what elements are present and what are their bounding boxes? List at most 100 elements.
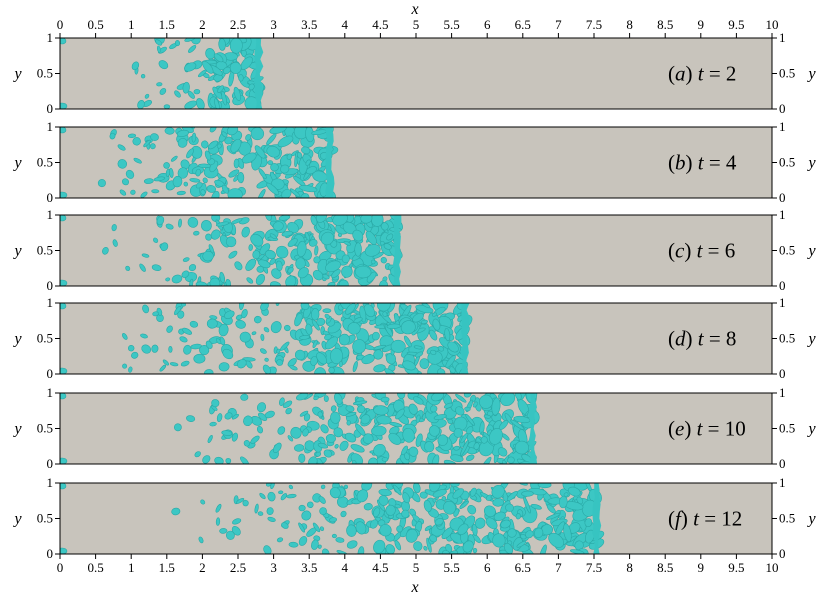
isosurface-blob	[140, 191, 148, 198]
y-tick-label-left: 1	[47, 30, 54, 45]
y-tick-label-right: 1	[779, 30, 786, 45]
isosurface-blob	[267, 491, 276, 502]
isosurface-blob	[132, 137, 141, 146]
isosurface-blob	[369, 519, 379, 529]
isosurface-blob	[143, 178, 154, 184]
isosurface-blob	[298, 453, 306, 463]
panel-f-isosurfaces	[60, 483, 605, 554]
isosurface-blob	[298, 522, 306, 533]
isosurface-blob	[215, 517, 221, 526]
isosurface-blob	[584, 518, 593, 527]
isosurface-blob	[169, 362, 179, 367]
isosurface-blob	[428, 425, 440, 437]
x-tick-label-bottom: 6.5	[515, 560, 531, 575]
isosurface-blob	[276, 537, 284, 543]
isosurface-blob	[351, 460, 357, 464]
y-tick-label-left: 0.5	[37, 243, 53, 258]
y-tick-label-left: 0	[47, 278, 54, 293]
isosurface-blob	[276, 245, 289, 259]
x-tick-label-bottom: 4	[342, 560, 349, 575]
x-tick-label-bottom: 2	[199, 560, 206, 575]
isosurface-blob	[485, 517, 498, 530]
isosurface-blob	[301, 146, 311, 155]
isosurface-blob	[505, 503, 514, 512]
isosurface-blob	[296, 152, 303, 159]
isosurface-blob	[276, 348, 281, 354]
isosurface-blob	[443, 500, 456, 515]
isosurface-blob	[156, 45, 161, 53]
isosurface-blob	[276, 359, 284, 366]
y-tick-label-left: 0	[47, 190, 54, 205]
isosurface-blob	[227, 188, 243, 198]
isosurface-blob	[343, 484, 349, 490]
isosurface-blob	[214, 98, 220, 109]
panel-b-front	[325, 127, 335, 198]
isosurface-blob	[221, 90, 227, 106]
isosurface-blob	[363, 503, 373, 511]
isosurface-blob	[158, 60, 169, 70]
isosurface-blob	[237, 172, 245, 184]
isosurface-blob	[250, 127, 265, 141]
isosurface-blob	[149, 143, 156, 150]
isosurface-blob	[203, 369, 214, 374]
isosurface-blob	[324, 334, 332, 341]
x-tick-label-top: 6	[484, 17, 491, 32]
isosurface-blob	[447, 418, 454, 425]
isosurface-blob	[404, 452, 410, 461]
isosurface-blob	[289, 188, 301, 198]
isosurface-blob	[444, 327, 451, 342]
isosurface-blob	[117, 159, 128, 169]
isosurface-blob	[207, 434, 213, 444]
isosurface-blob	[483, 505, 496, 518]
isosurface-blob	[312, 270, 324, 281]
isosurface-blob	[241, 226, 250, 238]
x-tick-label-top: 0.5	[87, 17, 103, 32]
y-tick-label-right: 1	[779, 119, 786, 134]
isosurface-blob	[251, 331, 257, 336]
isosurface-blob	[60, 215, 67, 222]
isosurface-blob	[204, 150, 212, 161]
x-tick-label-top: 8	[626, 17, 633, 32]
panel-e-front	[528, 393, 538, 464]
isosurface-blob	[127, 133, 137, 139]
isosurface-blob	[200, 499, 206, 505]
isosurface-blob	[563, 523, 572, 543]
isosurface-blob	[400, 320, 416, 335]
isosurface-blob	[221, 184, 229, 194]
isosurface-blob	[109, 132, 116, 140]
isosurface-blob	[187, 90, 195, 99]
isosurface-blob	[162, 359, 170, 366]
isosurface-blob	[183, 344, 192, 355]
panel-d-isosurfaces	[60, 303, 473, 374]
isosurface-blob	[338, 279, 349, 286]
isosurface-blob	[125, 265, 131, 271]
isosurface-blob	[279, 397, 285, 406]
isosurface-blob	[305, 323, 313, 335]
isosurface-blob	[189, 178, 201, 183]
isosurface-blob	[102, 247, 109, 255]
x-tick-label-top: 1.5	[159, 17, 175, 32]
isosurface-blob	[431, 393, 444, 402]
isosurface-blob	[361, 354, 375, 365]
isosurface-blob	[112, 239, 118, 247]
isosurface-blob	[459, 500, 469, 509]
isosurface-blob	[218, 38, 226, 51]
x-tick-label-bottom: 9.5	[728, 560, 744, 575]
isosurface-blob	[241, 309, 248, 319]
isosurface-blob	[345, 411, 357, 417]
isosurface-blob	[464, 406, 471, 412]
isosurface-blob	[474, 517, 486, 529]
isosurface-blob	[389, 426, 400, 435]
isosurface-blob	[60, 547, 68, 554]
isosurface-blob	[408, 403, 418, 415]
isosurface-blob	[354, 242, 362, 257]
isosurface-blob	[450, 454, 464, 462]
isosurface-blob	[413, 345, 423, 350]
isosurface-blob	[533, 527, 544, 539]
y-tick-label-right: 0.5	[779, 421, 795, 436]
y-tick-label-left: 0.5	[37, 155, 53, 170]
y-tick-label-right: 0	[779, 190, 786, 205]
panel-label-c: (c) t = 6	[668, 239, 735, 263]
y-axis-title-left: y	[12, 243, 22, 260]
isosurface-blob	[171, 507, 181, 516]
